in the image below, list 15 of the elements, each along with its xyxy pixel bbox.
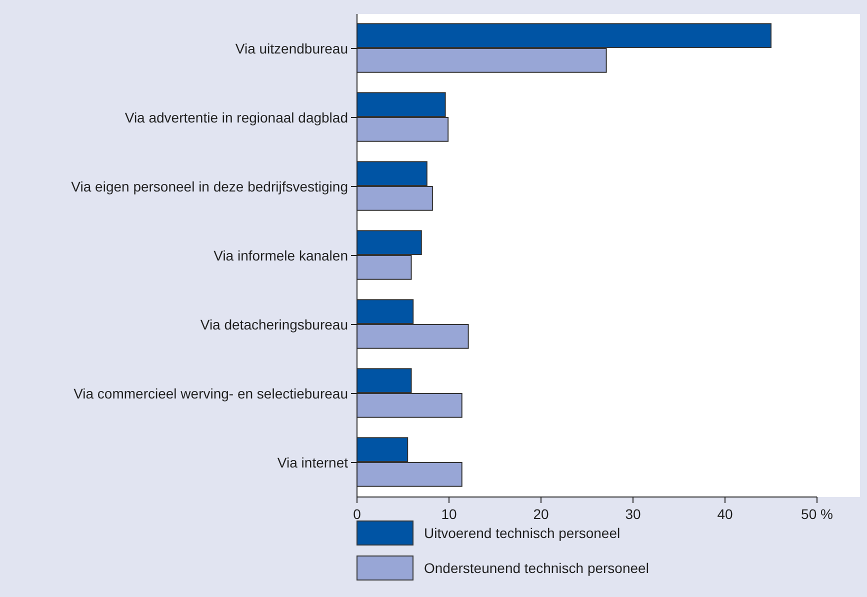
x-tick-label: 30: [625, 506, 641, 522]
y-tick-label: Via internet: [277, 454, 348, 470]
x-tick-label: 0: [353, 506, 362, 522]
x-tick-label: 50 %: [801, 506, 833, 522]
x-tick-label: 20: [533, 506, 549, 522]
y-tick-label: Via uitzendbureau: [235, 40, 348, 56]
legend-label: Ondersteunend technisch personeel: [424, 560, 649, 576]
y-tick-label: Via commercieel werving- en selectiebureau: [74, 386, 348, 402]
x-tick-label: 10: [441, 506, 457, 522]
x-tick-label: 40: [717, 506, 733, 522]
y-tick-label: Via informele kanalen: [214, 248, 348, 264]
legend-label: Uitvoerend technisch personeel: [424, 525, 620, 541]
y-tick-label: Via eigen personeel in deze bedrijfsvestiging: [71, 178, 348, 194]
y-tick-label: Via advertentie in regionaal dagblad: [124, 110, 348, 126]
y-tick-label: Via detacheringsbureau: [200, 316, 348, 332]
